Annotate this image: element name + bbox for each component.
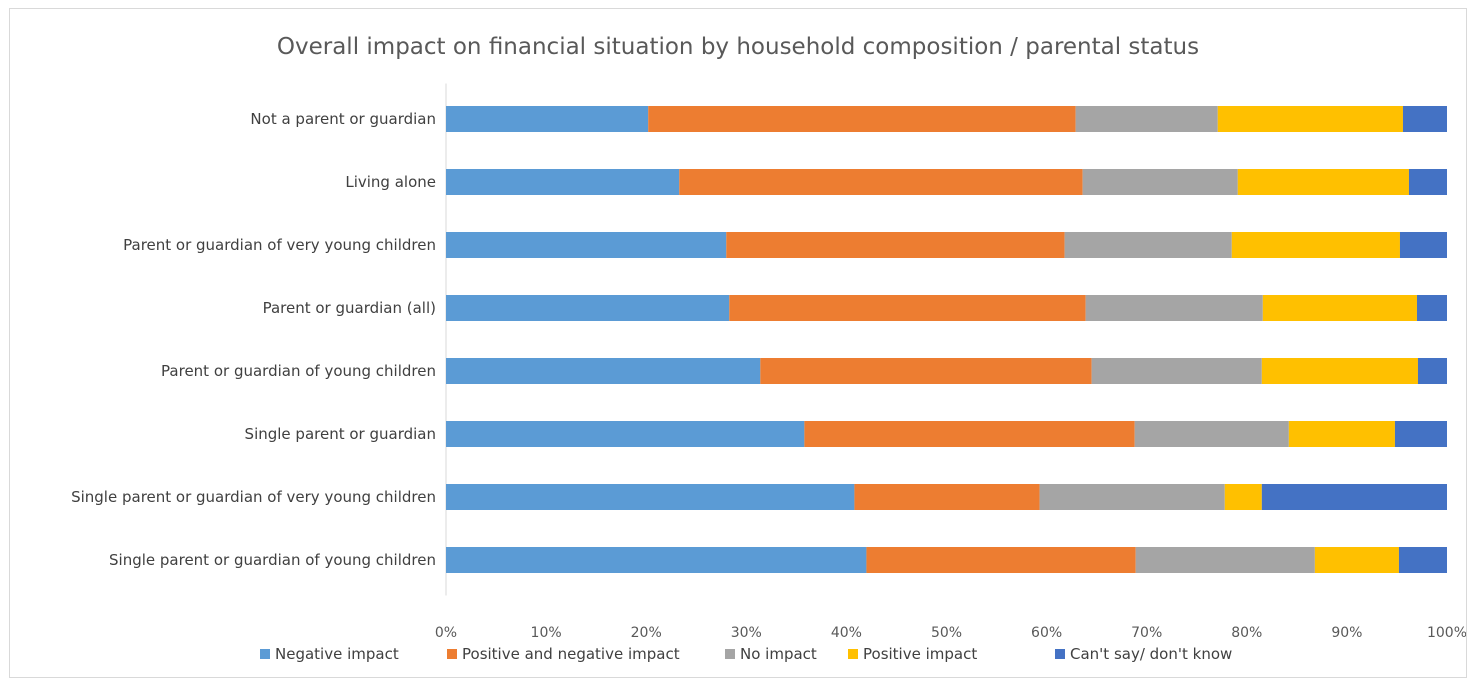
x-tick-label-1: 10% [531,625,562,641]
bar-segment-8-5 [1398,547,1447,573]
category-label-5: Parent or guardian of young children [161,362,436,380]
legend-label-1: Negative impact [275,645,399,663]
legend-swatch-1 [260,649,270,659]
bar-segment-8-4 [1314,547,1399,573]
bar-segment-3-4 [1231,232,1400,258]
x-tick-label-3: 30% [731,625,762,641]
bar-segment-2-2 [679,169,1083,195]
category-label-1: Not a parent or guardian [250,110,436,128]
value-axis-ticks: 0% 10% 20% 30% 40% 50% 60% 70% 80% 90% 100% [435,625,1466,641]
bar-segment-1-5 [1402,106,1447,132]
legend-item-4: Positive impact [848,645,977,663]
bar-segment-5-5 [1417,358,1447,384]
category-label-3: Parent or guardian of very young childre… [123,236,436,254]
bars [446,106,1447,573]
x-tick-label-2: 20% [631,625,662,641]
legend-swatch-5 [1055,649,1065,659]
bar-segment-4-3 [1085,295,1263,321]
bar-segment-1-1 [446,106,649,132]
chart-title: Overall impact on financial situation by… [277,34,1199,60]
bar-segment-4-5 [1416,295,1447,321]
legend-label-2: Positive and negative impact [462,645,680,663]
category-label-4: Parent or guardian (all) [263,299,436,317]
bar-segment-1-4 [1217,106,1403,132]
legend-item-1: Negative impact [260,645,399,663]
bar-segment-4-2 [729,295,1086,321]
bar-segment-2-5 [1408,169,1447,195]
bar-segment-2-4 [1237,169,1409,195]
x-tick-label-10: 100% [1427,625,1466,641]
bar-segment-2-3 [1082,169,1238,195]
legend-item-3: No impact [725,645,817,663]
legend-label-3: No impact [740,645,817,663]
bar-segment-7-5 [1261,484,1447,510]
legend: Negative impact Positive and negative imp… [260,645,1232,663]
bar-segment-4-4 [1262,295,1417,321]
bar-segment-5-3 [1091,358,1262,384]
chart-frame: Overall impact on financial situation by… [9,8,1467,678]
bar-segment-1-2 [648,106,1076,132]
bar-segment-5-1 [446,358,761,384]
stacked-bar-chart: Overall impact on financial situation by… [71,34,1466,663]
bar-segment-3-3 [1064,232,1232,258]
bar-segment-3-2 [726,232,1065,258]
bar-segment-1-3 [1075,106,1218,132]
category-label-6: Single parent or guardian [245,425,436,443]
legend-swatch-4 [848,649,858,659]
bar-segment-5-4 [1261,358,1418,384]
legend-item-2: Positive and negative impact [447,645,680,663]
bar-segment-6-2 [804,421,1135,447]
bar-segment-3-5 [1399,232,1447,258]
category-label-7: Single parent or guardian of very young … [71,488,436,506]
bar-segment-8-3 [1135,547,1315,573]
bar-segment-7-3 [1039,484,1225,510]
legend-swatch-2 [447,649,457,659]
legend-label-5: Can't say/ don't know [1070,645,1232,663]
bar-segment-6-1 [446,421,805,447]
x-tick-label-0: 0% [435,625,457,641]
x-tick-label-6: 60% [1031,625,1062,641]
bar-segment-6-4 [1288,421,1395,447]
bar-segment-7-1 [446,484,855,510]
bar-segment-6-3 [1134,421,1289,447]
bar-segment-8-1 [446,547,867,573]
x-tick-label-8: 80% [1231,625,1262,641]
x-tick-label-9: 90% [1331,625,1362,641]
x-tick-label-5: 50% [931,625,962,641]
bar-segment-3-1 [446,232,727,258]
bar-segment-7-2 [854,484,1040,510]
legend-item-5: Can't say/ don't know [1055,645,1232,663]
x-tick-label-7: 70% [1131,625,1162,641]
x-tick-label-4: 40% [831,625,862,641]
legend-label-4: Positive impact [863,645,977,663]
bar-segment-4-1 [446,295,730,321]
bar-segment-6-5 [1394,421,1447,447]
bar-segment-8-2 [866,547,1136,573]
category-label-2: Living alone [345,173,436,191]
category-label-8: Single parent or guardian of young child… [109,551,436,569]
bar-segment-7-4 [1224,484,1262,510]
bar-segment-2-1 [446,169,680,195]
bar-segment-5-2 [760,358,1092,384]
legend-swatch-3 [725,649,735,659]
category-labels: Not a parent or guardian Living alone Pare… [71,110,436,569]
